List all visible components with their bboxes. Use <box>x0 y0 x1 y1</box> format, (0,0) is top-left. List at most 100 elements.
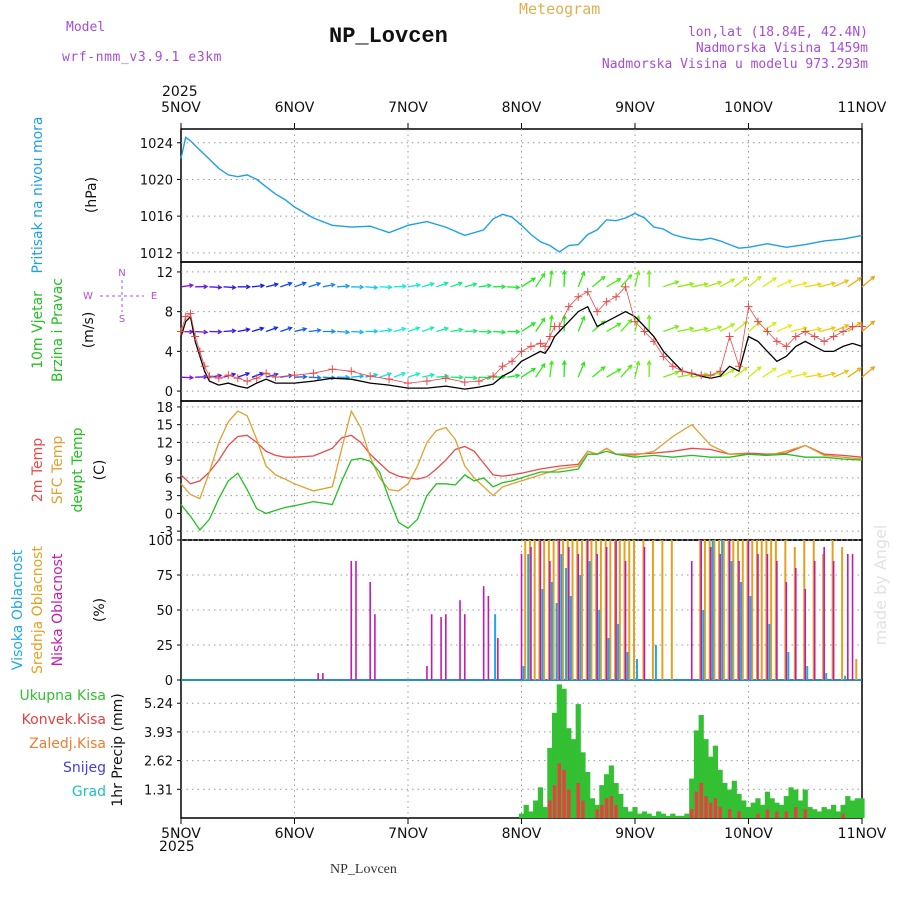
wind-vector-head <box>273 326 279 331</box>
cloud-bar <box>794 568 797 680</box>
wind-vector-head <box>540 272 546 278</box>
wind-vector <box>251 284 264 288</box>
wind-gust-marker <box>181 312 190 321</box>
wind-gust-marker <box>191 332 200 341</box>
precip-bar <box>576 782 580 818</box>
wind-vector <box>351 375 364 378</box>
cloud-bar <box>757 554 759 680</box>
wind-vector-head <box>674 324 680 330</box>
cloud-bar <box>482 586 485 680</box>
cloud-bar <box>586 540 589 680</box>
precip-bar <box>812 809 818 818</box>
wind-vector-head <box>616 368 622 373</box>
wind-vector-head <box>515 284 521 290</box>
precip-legend-4: Grad <box>72 784 106 800</box>
cloud-bar <box>841 547 844 680</box>
pressure-ytick-label: 1020 <box>140 173 173 188</box>
wind-vector-head <box>771 321 777 327</box>
wind-vector-head <box>856 321 863 327</box>
precip-bar <box>731 780 737 818</box>
wind-gust-marker <box>205 372 214 381</box>
wind-vector <box>719 278 735 288</box>
cloud-bar <box>595 540 598 680</box>
wind-gust-marker <box>195 347 204 356</box>
wind-speed-line <box>180 305 863 390</box>
wind-vector-head <box>844 324 850 329</box>
wind-gust-marker <box>649 337 658 346</box>
wind-vector-head <box>259 283 266 289</box>
wind-gust-marker <box>687 369 696 378</box>
wind-gust-marker <box>583 287 592 296</box>
wind-vector-head <box>856 277 863 282</box>
pressure-ylabel: Pritisak na nivou mora <box>30 116 46 273</box>
wind-vector-head <box>345 283 351 289</box>
cloud-bar <box>823 547 825 680</box>
wind-gust-marker <box>347 367 356 376</box>
cloud-bar <box>746 540 749 680</box>
wind-vector-head <box>703 326 709 332</box>
wind-vector <box>705 326 722 333</box>
wind-gust-marker <box>782 342 791 351</box>
precip-bar <box>718 807 722 818</box>
cloud-bar <box>670 540 673 680</box>
wind-vector <box>280 327 292 333</box>
wind-vector-head <box>870 275 876 281</box>
cloud-bar <box>776 561 778 680</box>
cloud-ylabel-2: Srednja Oblacnost <box>30 546 46 674</box>
cloud-bar <box>617 624 620 680</box>
wind-vector <box>776 279 792 288</box>
wind-gust-marker <box>659 352 668 361</box>
wind-vector <box>833 279 849 288</box>
cloud-bar <box>832 561 835 680</box>
wind-unit: (m/s) <box>81 312 97 349</box>
wind-vector <box>733 321 748 333</box>
wind-vector <box>237 372 250 378</box>
wind-vector-head <box>457 281 464 287</box>
wind-vector <box>592 366 606 378</box>
compass-w: W <box>83 291 93 302</box>
clouds-ytick-label: 25 <box>156 639 173 654</box>
wind-gust-marker <box>366 372 375 381</box>
wind-vector <box>180 376 194 379</box>
x-tick-label-top: 11NOV <box>838 100 887 116</box>
wind-vector <box>422 282 434 288</box>
x-tick-label-top: 5NOV <box>161 100 201 116</box>
wind-vector-head <box>429 372 436 378</box>
wind-vector <box>592 276 606 288</box>
x-tick-label-top: 10NOV <box>724 100 773 116</box>
cloud-bar <box>784 540 787 680</box>
cloud-bar <box>426 666 428 680</box>
wind-vector-head <box>287 326 293 332</box>
wind-gust-marker <box>517 347 526 356</box>
wind-vector <box>677 373 694 378</box>
wind-vector <box>805 373 822 378</box>
cloud-bar <box>463 614 466 680</box>
wind-vector <box>634 271 640 287</box>
temperature-frame <box>180 400 863 541</box>
temp-unit: (C) <box>92 460 108 481</box>
wind-gust-marker <box>422 377 431 386</box>
wind-vector <box>577 316 585 332</box>
cloud-bar <box>741 540 744 680</box>
wind-vector-head <box>487 375 493 381</box>
cloud-bar <box>747 540 750 680</box>
precip-legend-3: Snijeg <box>63 760 106 776</box>
precip-ytick-label: 3.93 <box>144 726 173 741</box>
wind-vector <box>450 328 463 333</box>
x-tick-label-bottom: 11NOV <box>838 826 887 842</box>
model-label: Model <box>66 20 106 35</box>
wind-gust-marker <box>697 371 706 380</box>
wind-vector <box>507 374 520 378</box>
year-top: 2025 <box>162 84 198 100</box>
wind-gust-marker <box>829 332 838 341</box>
cloud-bar <box>605 547 608 680</box>
wind-vector-head <box>501 329 507 335</box>
wind-vector <box>436 375 449 378</box>
cloud-bar <box>565 568 568 680</box>
cloud-ylabel-3: Niska Oblacnost <box>50 553 66 666</box>
wind-vector <box>861 366 875 378</box>
cloud-bar <box>555 603 558 680</box>
precip-bar <box>547 747 553 818</box>
cloud-bar <box>541 589 544 680</box>
